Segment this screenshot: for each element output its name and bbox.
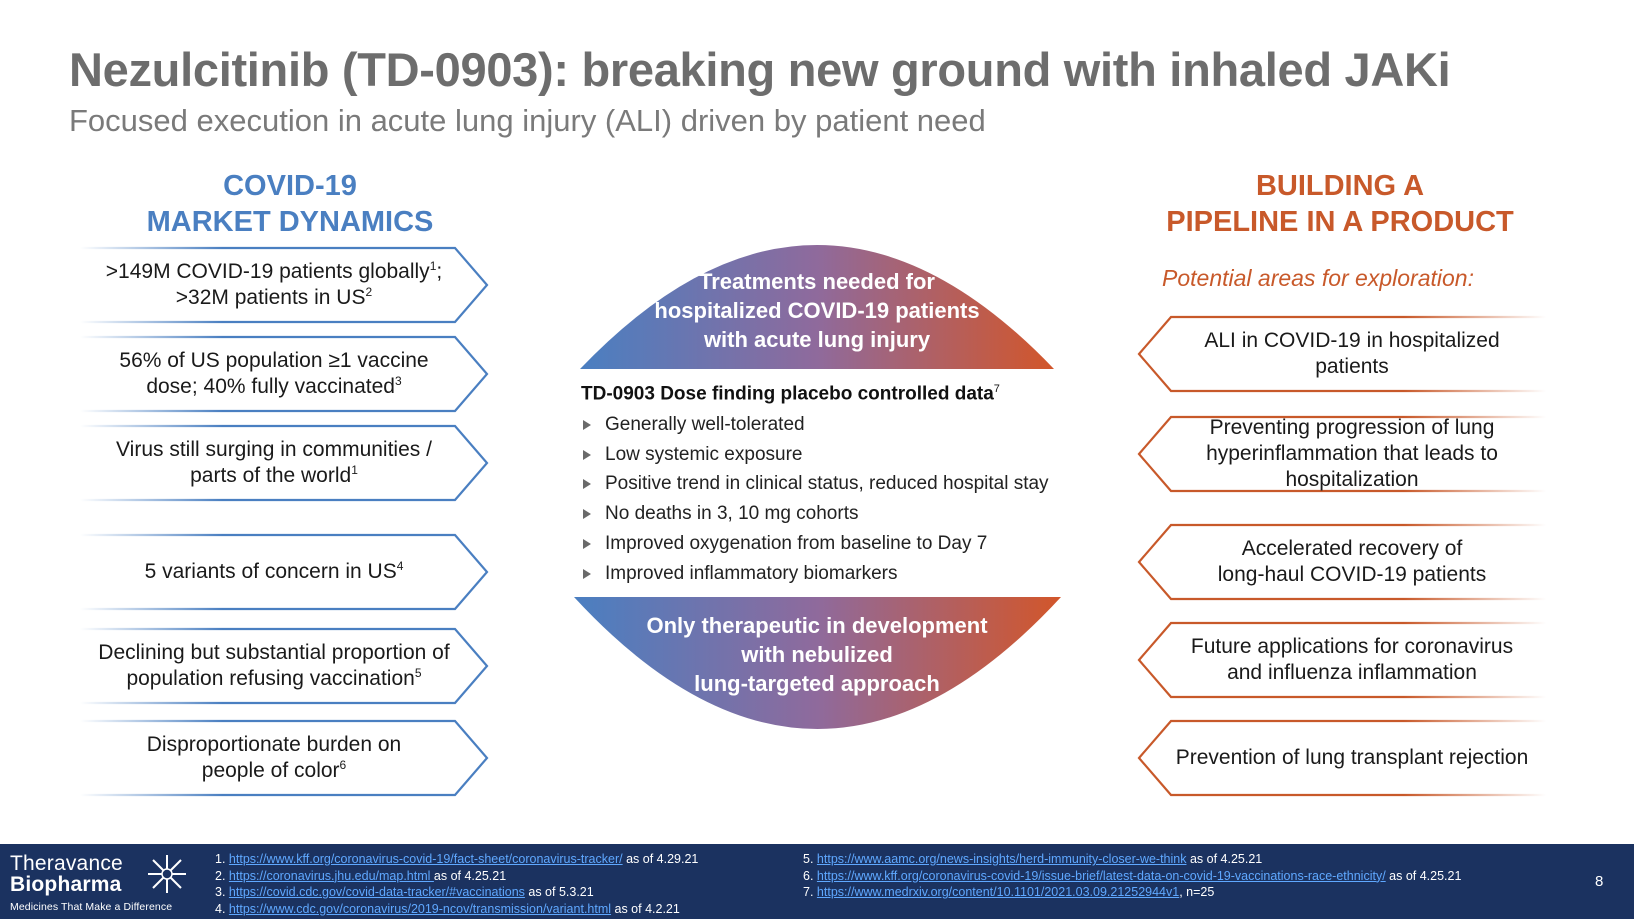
right-pointing-chevron-shape	[80, 335, 489, 413]
reference-link[interactable]: https://www.cdc.gov/coronavirus/2019-nco…	[228, 901, 612, 916]
right-pointing-chevron-shape	[80, 627, 489, 705]
left-chevron-item: >149M COVID-19 patients globally1; >32M p…	[80, 246, 500, 324]
footer-bar	[0, 844, 1634, 919]
reference-link[interactable]: https://www.medrxiv.org/content/10.1101/…	[816, 885, 1180, 899]
right-pointing-chevron-shape	[80, 424, 489, 502]
left-chevron-item: Declining but substantial proportion of p…	[80, 627, 500, 705]
left-pointing-chevron-shape	[1137, 523, 1546, 601]
right-heading-line2: PIPELINE IN A PRODUCT	[1166, 206, 1514, 238]
triangle-bullet-icon	[583, 479, 591, 490]
bullet-item: Generally well-tolerated	[581, 410, 1049, 440]
left-chevron-item: Virus still surging in communities / part…	[80, 424, 500, 502]
bullet-item: Improved oxygenation from baseline to Da…	[581, 529, 1049, 559]
bullet-item: Improved inflammatory biomarkers	[581, 559, 1049, 589]
chevron-text: Accelerated recovery of long-haul COVID-1…	[1217, 537, 1487, 586]
triangle-bullet-icon	[583, 449, 591, 460]
reference-link[interactable]: https://www.kff.org/coronavirus-covid-19…	[816, 868, 1386, 883]
chevron-text: >149M COVID-19 patients globally1; >32M p…	[105, 259, 443, 309]
left-chevron-item: 56% of US population ≥1 vaccine dose; 40%…	[80, 335, 500, 413]
data-bullet-list: Generally well-tolerated Low systemic ex…	[581, 410, 1049, 588]
triangle-bullet-icon	[583, 568, 591, 579]
left-chevron-item: Disproportionate burden on people of colo…	[80, 719, 500, 797]
exploration-subheading: Potential areas for exploration:	[1162, 265, 1474, 291]
reference-item: 1. https://www.kff.org/coronavirus-covid…	[215, 852, 699, 866]
right-heading-line1: BUILDING A	[1255, 170, 1425, 202]
right-pointing-chevron-shape	[80, 246, 489, 324]
references-left: 1. https://www.kff.org/coronavirus-covid…	[215, 851, 698, 917]
left-pointing-chevron-shape	[1137, 415, 1546, 493]
chevron-text: 5 variants of concern in US4	[144, 559, 404, 583]
reference-item: 3. https://covid.cdc.gov/covid-data-trac…	[215, 885, 594, 899]
bullet-item: Positive trend in clinical status, reduc…	[581, 469, 1049, 499]
triangle-bullet-icon	[583, 509, 591, 520]
chevron-text: Declining but substantial proportion of p…	[98, 641, 450, 690]
left-pointing-chevron-shape	[1137, 315, 1546, 393]
left-pointing-chevron-shape	[1137, 621, 1546, 699]
reference-item: 2. https://coronavirus.jhu.edu/map.html …	[215, 868, 507, 883]
slide-subtitle: Focused execution in acute lung injury (…	[69, 103, 986, 138]
chevron-text: 56% of US population ≥1 vaccine dose; 40%…	[119, 349, 429, 398]
left-pointing-chevron-shape	[1137, 719, 1546, 797]
reference-item: 7. https://www.medrxiv.org/content/10.11…	[803, 885, 1215, 899]
slide-title: Nezulcitinib (TD-0903): breaking new gro…	[69, 43, 1451, 96]
right-chevron-item: Accelerated recovery of long-haul COVID-1…	[1126, 523, 1546, 601]
right-chevron-item: ALI in COVID-19 in hospitalized patients	[1126, 315, 1546, 393]
left-heading-line2: MARKET DYNAMICS	[146, 206, 434, 238]
chevron-text: Disproportionate burden on people of colo…	[146, 733, 402, 782]
logo-line2: Biopharma	[10, 873, 122, 896]
chevron-text: Prevention of lung transplant rejection	[1175, 746, 1529, 769]
reference-link[interactable]: https://www.aamc.org/news-insights/herd-…	[816, 852, 1187, 866]
bottom-dome-text: Only therapeutic in development with nebu…	[646, 613, 988, 696]
reference-link[interactable]: https://www.kff.org/coronavirus-covid-19…	[228, 852, 623, 866]
bottom-dome-shape	[574, 597, 1061, 729]
reference-link[interactable]: https://coronavirus.jhu.edu/map.html	[228, 868, 434, 883]
right-chevron-item: Future applications for coronavirus and i…	[1126, 621, 1546, 699]
logo-tagline: Medicines That Make a Difference	[10, 901, 173, 913]
reference-item: 5. https://www.aamc.org/news-insights/he…	[803, 852, 1263, 866]
chevron-text: Virus still surging in communities / part…	[116, 438, 432, 487]
chevron-text: Future applications for coronavirus and i…	[1190, 635, 1514, 684]
left-chevron-item: 5 variants of concern in US4	[80, 533, 500, 611]
chevron-text: Preventing progression of lung hyperinfla…	[1206, 416, 1498, 491]
right-pointing-chevron-shape	[80, 719, 489, 797]
reference-link[interactable]: https://covid.cdc.gov/covid-data-tracker…	[228, 885, 525, 899]
bullet-item: No deaths in 3, 10 mg cohorts	[581, 499, 1049, 529]
references-right: 5. https://www.aamc.org/news-insights/he…	[803, 851, 1461, 901]
right-column-heading: BUILDING A PIPELINE IN A PRODUCT	[1140, 168, 1540, 240]
top-dome-shape	[580, 245, 1054, 369]
bullet-item: Low systemic exposure	[581, 440, 1049, 470]
reference-item: 6. https://www.kff.org/coronavirus-covid…	[803, 868, 1462, 883]
page-number: 8	[1595, 873, 1604, 890]
triangle-bullet-icon	[583, 420, 591, 430]
reference-item: 4. https://www.cdc.gov/coronavirus/2019-…	[215, 901, 680, 916]
triangle-bullet-icon	[583, 538, 591, 549]
starburst-logo-icon	[148, 855, 186, 893]
left-column-heading: COVID-19 MARKET DYNAMICS	[110, 168, 470, 240]
left-heading-line1: COVID-19	[223, 170, 357, 202]
right-pointing-chevron-shape	[80, 533, 489, 611]
right-chevron-item: Prevention of lung transplant rejection	[1126, 719, 1546, 797]
data-heading: TD-0903 Dose finding placebo controlled …	[581, 383, 1000, 405]
chevron-text: ALI in COVID-19 in hospitalized patients	[1204, 329, 1500, 378]
company-logo: Theravance Biopharma Medicines That Make…	[10, 853, 172, 913]
right-chevron-item: Preventing progression of lung hyperinfla…	[1126, 415, 1546, 493]
logo-line1: Theravance	[10, 852, 123, 875]
top-dome-text: Treatments needed for hospitalized COVID-…	[654, 269, 980, 352]
